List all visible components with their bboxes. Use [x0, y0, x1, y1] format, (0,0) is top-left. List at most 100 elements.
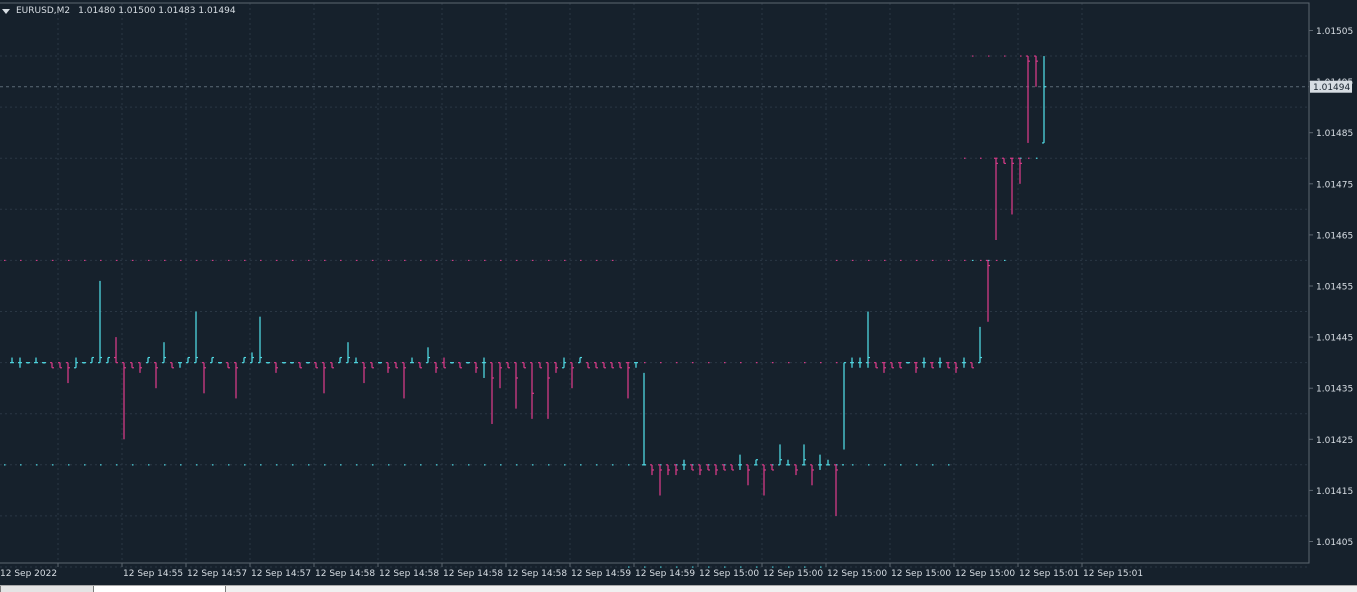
ohlc-bar	[258, 316, 262, 364]
ohlc-bar	[802, 444, 806, 466]
x-tick-label: 12 Sep 14:58	[379, 569, 439, 579]
ohlc-values: 1.01480 1.01500 1.01483 1.01494	[78, 6, 236, 16]
ohlc-bar	[290, 362, 294, 364]
x-tick-label: 12 Sep 15:00	[891, 569, 951, 579]
y-tick-label: 1.01465	[1316, 231, 1353, 241]
ohlc-bar	[826, 459, 830, 466]
ohlc-bar	[914, 362, 918, 373]
ohlc-bar	[322, 362, 326, 394]
x-tick-label: 12 Sep 14:58	[507, 569, 567, 579]
y-tick-label: 1.01475	[1316, 180, 1353, 190]
ohlc-bar	[34, 357, 38, 364]
ohlc-bar	[402, 362, 406, 399]
grid-lines	[0, 3, 1309, 568]
ohlc-bar	[74, 357, 78, 369]
chevron-down-icon[interactable]	[2, 8, 10, 14]
ohlc-bar	[490, 362, 494, 424]
ohlc-bar	[818, 454, 822, 470]
ohlc-bar	[66, 362, 70, 384]
ohlc-bar	[842, 362, 846, 466]
ohlc-bar	[194, 311, 198, 364]
ohlc-bar	[314, 362, 318, 369]
x-tick-label: 12 Sep 14:59	[635, 569, 695, 579]
ohlc-bar	[554, 362, 558, 373]
x-tick-label: 12 Sep 14:57	[251, 569, 311, 579]
ohlc-bar	[154, 362, 158, 389]
ohlc-bar	[218, 362, 222, 364]
ohlc-bar	[810, 464, 814, 486]
ohlc-bar	[42, 362, 46, 364]
ohlc-bar	[498, 362, 502, 389]
axes: 1.015051.014951.014851.014751.014651.014…	[0, 2, 1353, 579]
ohlc-bar	[10, 357, 14, 364]
y-tick-label: 1.01445	[1316, 334, 1353, 344]
ohlc-bar	[762, 464, 766, 496]
ohlc-bar	[746, 464, 750, 486]
ohlc-bar	[426, 347, 430, 364]
ohlc-bar	[410, 357, 414, 364]
ohlc-bar	[90, 356, 94, 364]
ohlc-bar	[522, 362, 526, 369]
ohlc-bar	[858, 357, 862, 368]
ohlc-bar	[506, 362, 510, 369]
ohlc-bar	[434, 362, 438, 373]
ohlc-bar	[674, 464, 678, 476]
ohlc-bar	[730, 464, 734, 471]
ohlc-bar	[178, 362, 182, 368]
ohlc-bar	[530, 362, 534, 419]
ohlc-bar	[210, 356, 214, 364]
ohlc-bar	[1042, 56, 1046, 144]
ohlc-bar	[962, 357, 966, 368]
ohlc-bar	[986, 259, 990, 322]
ohlc-bar	[362, 362, 366, 384]
ohlc-bar	[338, 356, 342, 364]
x-tick-label: 12 Sep 14:57	[187, 569, 247, 579]
current-price-tag	[1310, 80, 1352, 93]
x-tick-label: 12 Sep 14:55	[123, 569, 183, 579]
ohlc-bar	[226, 362, 230, 369]
ohlc-bar	[26, 362, 30, 364]
plot-frame	[0, 2, 1310, 564]
ohlc-bar	[594, 362, 598, 369]
symbol-timeframe: EURUSD,M2	[16, 6, 71, 16]
ohlc-bar	[930, 362, 934, 369]
ohlc-bar	[50, 362, 54, 369]
chart-tab-inactive[interactable]	[0, 586, 94, 592]
ohlc-bar	[146, 356, 150, 364]
ohlc-bar	[682, 459, 686, 470]
ohlc-bar	[546, 362, 550, 419]
ohlc-bar	[778, 444, 782, 466]
chart-tab-bar	[0, 585, 1357, 592]
y-tick-label: 1.01405	[1316, 538, 1353, 548]
x-tick-label: 12 Sep 15:01	[1019, 569, 1079, 579]
ohlc-bar	[562, 357, 566, 369]
ohlc-bar	[698, 464, 702, 476]
y-tick-label: 1.01415	[1316, 487, 1353, 497]
ohlc-bar	[650, 464, 654, 476]
ohlc-bar	[690, 464, 694, 471]
ohlc-bar	[1026, 55, 1030, 143]
ohlc-bar	[570, 362, 574, 389]
ohlc-bar	[994, 157, 998, 241]
ohlc-bar	[98, 280, 102, 364]
ohlc-bar	[834, 464, 838, 516]
x-tick-label: 12 Sep 14:59	[571, 569, 631, 579]
ohlc-bar	[274, 362, 278, 373]
y-tick-label: 1.01435	[1316, 385, 1353, 395]
ohlc-bar	[970, 362, 974, 369]
chart-tab-active[interactable]	[93, 586, 226, 592]
ohlc-bar	[514, 362, 518, 409]
x-tick-label: 12 Sep 15:01	[1083, 569, 1143, 579]
ohlc-bar	[538, 362, 542, 369]
y-tick-label: 1.01505	[1316, 27, 1353, 37]
ohlc-bar	[298, 362, 302, 369]
ohlc-bars	[10, 55, 1046, 516]
ohlc-bar	[1010, 157, 1014, 215]
ohlc-bar	[714, 464, 718, 476]
ohlc-bar	[722, 464, 726, 471]
ohlc-bar	[442, 357, 446, 369]
ohlc-bar	[266, 362, 270, 364]
ohlc-bar	[122, 362, 126, 440]
